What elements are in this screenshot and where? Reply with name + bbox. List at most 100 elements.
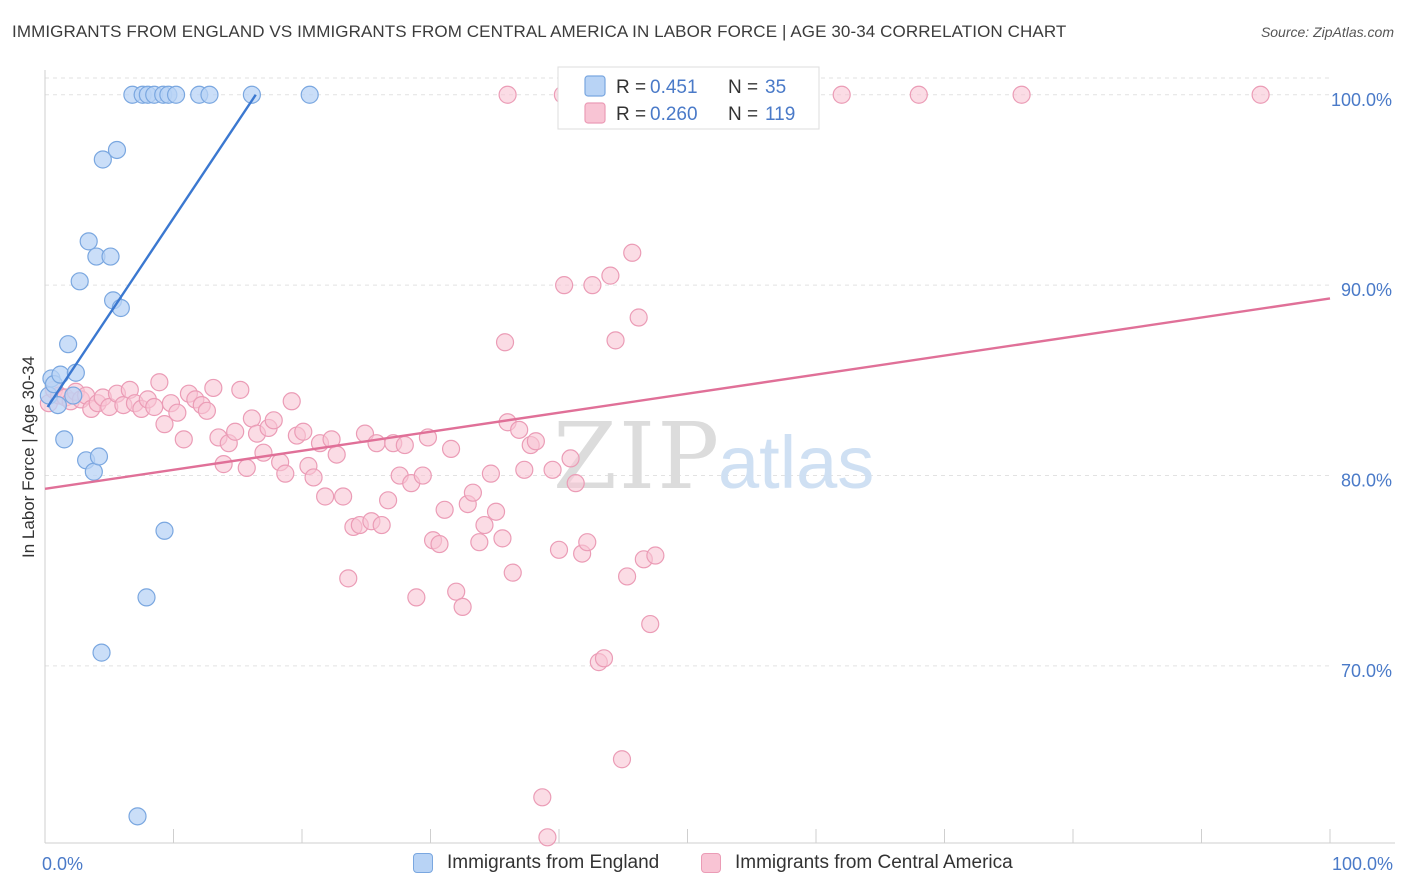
point-central-america — [538, 828, 557, 847]
point-england — [128, 807, 147, 826]
point-central-america — [334, 487, 353, 506]
legend-n-label: N = — [728, 77, 758, 98]
point-central-america — [430, 534, 449, 554]
gridlines — [45, 77, 1330, 667]
point-central-america — [174, 430, 193, 449]
point-central-america — [155, 415, 174, 434]
point-england — [79, 232, 98, 251]
legend-r-value: 0.260 — [650, 104, 698, 125]
point-central-america — [561, 449, 580, 468]
point-england — [155, 521, 174, 540]
point-central-america — [254, 443, 273, 462]
x-tick-label: 100.0% — [1332, 854, 1393, 874]
point-england — [89, 447, 109, 466]
legend-swatch-england — [413, 853, 433, 873]
point-central-america — [378, 491, 398, 510]
legend-item-england[interactable]: Immigrants from England — [413, 852, 659, 874]
point-central-america — [372, 515, 391, 535]
point-central-america — [237, 458, 256, 478]
point-central-america — [526, 432, 545, 451]
point-central-america — [150, 373, 169, 392]
chart-title: IMMIGRANTS FROM ENGLAND VS IMMIGRANTS FR… — [12, 22, 1067, 41]
legend-n-label: N = — [728, 104, 758, 125]
point-england — [107, 140, 127, 160]
point-central-america — [486, 502, 506, 521]
point-central-america — [646, 546, 665, 565]
point-central-america — [612, 750, 632, 769]
trend-line-england — [46, 94, 257, 408]
point-england — [200, 85, 219, 104]
point-central-america — [231, 380, 250, 399]
legend-r-value: 0.451 — [650, 77, 698, 98]
x-tick-label: 0.0% — [42, 854, 83, 874]
point-central-america — [498, 85, 517, 104]
point-england — [59, 335, 78, 354]
point-central-america — [1012, 85, 1031, 104]
point-central-america — [493, 529, 512, 548]
point-central-america — [264, 411, 283, 430]
point-central-america — [453, 597, 472, 617]
point-central-america — [339, 569, 358, 588]
point-central-america — [304, 468, 323, 487]
point-central-america — [145, 397, 164, 417]
point-england — [93, 150, 112, 169]
point-central-america — [533, 788, 552, 807]
point-central-america — [475, 515, 494, 535]
point-central-america — [510, 420, 529, 439]
point-central-america — [204, 378, 223, 398]
point-central-america — [618, 567, 637, 586]
watermark-atlas: atlas — [718, 421, 874, 504]
point-central-america — [316, 487, 335, 506]
legend-item-central-america[interactable]: Immigrants from Central America — [701, 852, 1013, 874]
point-england — [70, 272, 89, 291]
point-central-america — [543, 460, 562, 479]
point-central-america — [407, 588, 426, 607]
point-central-america — [435, 500, 454, 519]
point-england — [55, 430, 74, 449]
point-central-america — [367, 434, 386, 453]
watermark-zip: ZIP — [553, 403, 721, 510]
point-central-america — [276, 464, 295, 483]
point-england — [101, 247, 120, 266]
y-tick-label: 80.0% — [1341, 471, 1392, 491]
trend-lines — [44, 94, 1331, 491]
y-axis-label: In Labor Force | Age 30-34 — [19, 356, 38, 558]
tick-labels: 70.0% 80.0% 90.0% 100.0% 0.0% 100.0% In Labor … — [19, 90, 1393, 874]
point-central-america — [495, 333, 515, 352]
point-central-america — [294, 422, 313, 441]
point-central-america — [641, 614, 660, 634]
point-central-america — [395, 435, 414, 455]
point-central-america — [447, 582, 466, 601]
chart-source: Source: ZipAtlas.com — [1260, 24, 1394, 40]
point-central-america — [1251, 85, 1270, 104]
point-central-america — [594, 649, 614, 668]
point-central-america — [623, 243, 642, 262]
point-central-america — [481, 464, 500, 483]
point-central-america — [583, 276, 602, 295]
point-england — [242, 85, 261, 104]
point-england — [84, 462, 103, 481]
legend: Immigrants from England Immigrants from … — [0, 850, 1406, 880]
legend-n-value: 119 — [765, 104, 795, 125]
point-central-america — [470, 533, 489, 552]
point-central-america — [832, 85, 851, 104]
y-tick-label: 70.0% — [1341, 661, 1392, 681]
legend-stats: R = 0.451 N = 35 R = 0.260 N = 119 — [557, 66, 820, 130]
point-central-america — [327, 445, 346, 464]
point-central-america — [629, 308, 648, 327]
point-central-america — [168, 403, 187, 422]
point-central-america — [282, 392, 301, 411]
legend-r-label: R = — [616, 77, 646, 98]
point-central-america — [601, 266, 620, 285]
point-england — [92, 643, 111, 662]
point-england — [64, 386, 83, 405]
point-central-america — [226, 422, 245, 441]
point-central-america — [197, 401, 217, 420]
point-central-america — [578, 533, 597, 552]
legend-n-value: 35 — [765, 77, 786, 98]
legend-label-england: Immigrants from England — [447, 852, 660, 873]
point-central-america — [463, 483, 483, 502]
point-central-america — [606, 331, 625, 350]
